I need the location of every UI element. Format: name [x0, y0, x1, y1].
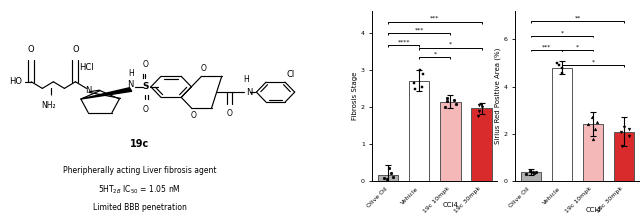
- Point: [451, 102, 461, 105]
- Text: N: N: [84, 86, 91, 95]
- Point: [386, 171, 396, 175]
- Polygon shape: [81, 88, 132, 99]
- Point: [624, 128, 634, 131]
- Text: O: O: [227, 109, 232, 118]
- Point: [440, 105, 450, 109]
- Point: [557, 71, 568, 74]
- Text: HO: HO: [9, 77, 22, 86]
- Point: [521, 172, 531, 176]
- Text: *: *: [591, 60, 595, 65]
- Text: Limited BBB penetration: Limited BBB penetration: [93, 203, 187, 212]
- Text: Pheripherally acting Liver fibrosis agent: Pheripherally acting Liver fibrosis agen…: [63, 166, 216, 175]
- Point: [388, 175, 399, 179]
- Point: [449, 98, 460, 102]
- Bar: [472, 108, 492, 181]
- Point: [381, 178, 392, 181]
- Point: [442, 99, 452, 102]
- Text: O: O: [190, 111, 196, 120]
- Point: [476, 102, 486, 105]
- Point: [473, 115, 483, 118]
- Point: [415, 69, 426, 72]
- Point: [619, 125, 629, 129]
- Text: *: *: [433, 51, 436, 56]
- Text: O: O: [143, 59, 148, 69]
- Point: [616, 130, 626, 133]
- Text: O: O: [200, 64, 206, 73]
- Text: O: O: [143, 105, 148, 114]
- Point: [474, 104, 484, 107]
- Point: [477, 105, 487, 109]
- Bar: [614, 131, 634, 181]
- Point: [410, 87, 420, 91]
- Point: [624, 135, 634, 138]
- Bar: [521, 172, 541, 181]
- Text: ***: ***: [415, 27, 424, 32]
- Point: [531, 170, 541, 174]
- Text: H: H: [128, 69, 134, 78]
- Point: [591, 120, 602, 124]
- Text: **: **: [575, 16, 580, 21]
- Point: [380, 177, 390, 180]
- Bar: [440, 102, 461, 181]
- Text: *: *: [561, 30, 564, 35]
- Point: [552, 61, 563, 65]
- Point: [617, 144, 627, 148]
- Point: [587, 116, 597, 119]
- Point: [474, 109, 484, 113]
- Text: 5HT$_{2B}$ IC$_{50}$ = 1.05 nM: 5HT$_{2B}$ IC$_{50}$ = 1.05 nM: [99, 184, 181, 196]
- Text: *: *: [576, 44, 579, 49]
- Text: N: N: [127, 80, 134, 89]
- Point: [529, 170, 539, 173]
- Text: S: S: [142, 82, 148, 91]
- Point: [588, 137, 598, 141]
- Text: ***: ***: [430, 16, 440, 21]
- Point: [409, 81, 419, 85]
- Point: [557, 66, 567, 70]
- Text: ****: ****: [397, 39, 410, 44]
- Text: H: H: [243, 75, 248, 84]
- Point: [590, 128, 600, 131]
- Y-axis label: Fibrosis Stage: Fibrosis Stage: [352, 72, 358, 120]
- Text: HCl: HCl: [79, 63, 93, 72]
- Text: O: O: [72, 45, 79, 54]
- Text: Cl: Cl: [286, 70, 294, 79]
- Text: 19c: 19c: [130, 139, 150, 149]
- Bar: [583, 124, 604, 181]
- Point: [554, 64, 564, 67]
- Bar: [409, 81, 429, 181]
- Bar: [552, 68, 572, 181]
- Text: N: N: [246, 88, 252, 97]
- Point: [583, 123, 593, 126]
- Text: NH₂: NH₂: [41, 101, 56, 110]
- Bar: [378, 175, 398, 181]
- Text: ***: ***: [542, 44, 551, 49]
- Text: CCl4: CCl4: [442, 202, 458, 208]
- Point: [525, 170, 536, 173]
- Point: [417, 85, 427, 89]
- Point: [384, 166, 394, 170]
- Text: CCl4: CCl4: [585, 207, 601, 213]
- Text: *: *: [449, 42, 452, 47]
- Point: [419, 72, 429, 76]
- Point: [529, 171, 540, 175]
- Point: [442, 96, 452, 100]
- Y-axis label: Sirius Red Positive Area (%): Sirius Red Positive Area (%): [494, 48, 500, 144]
- Text: O: O: [28, 45, 35, 54]
